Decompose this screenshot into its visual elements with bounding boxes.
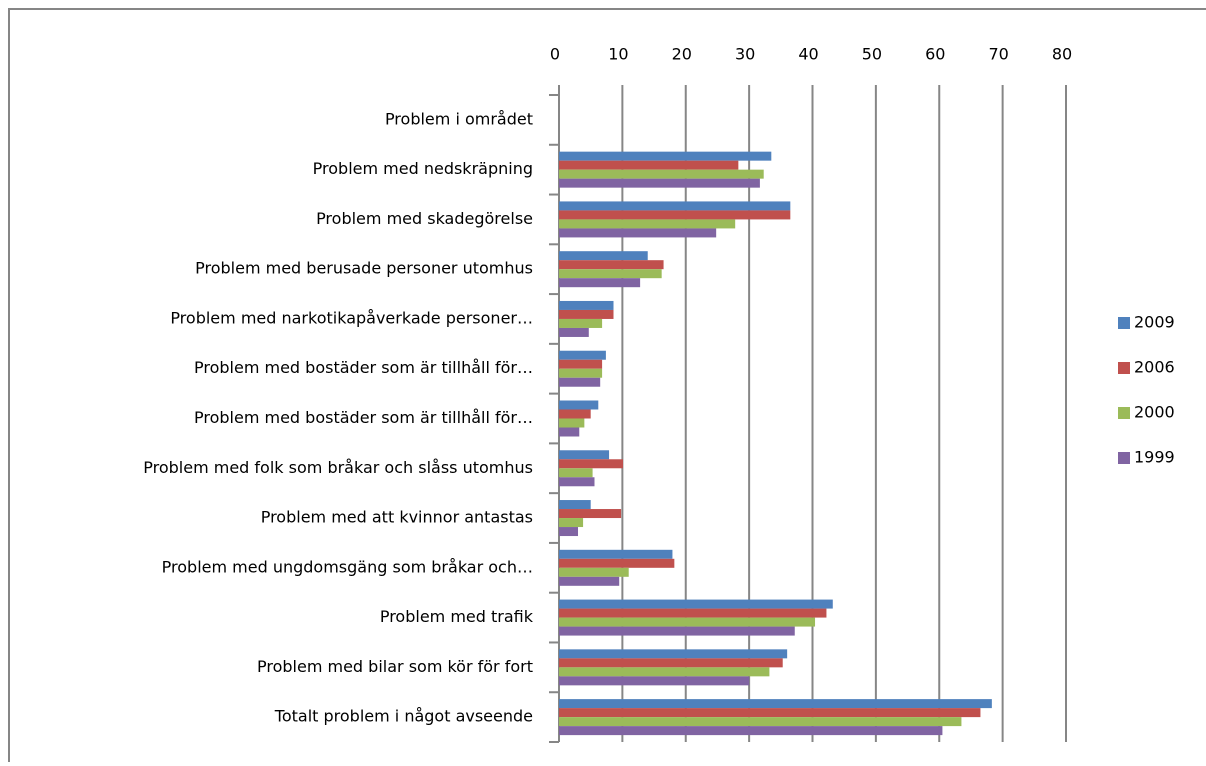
y-tick-label: Problem med bilar som kör för fort: [257, 657, 533, 676]
y-tick-label: Problem med bostäder som är tillhåll för…: [194, 408, 533, 427]
legend-swatch: [1118, 407, 1130, 419]
bar: [559, 459, 624, 469]
bar: [559, 567, 629, 577]
bar: [559, 450, 610, 460]
x-tick-label: 10: [608, 45, 628, 64]
bar: [559, 576, 620, 586]
bar: [559, 269, 662, 279]
bar: [559, 558, 675, 568]
bar: [559, 228, 717, 238]
y-tick-label: Problem med trafik: [380, 607, 534, 626]
bar: [559, 178, 760, 188]
bar: [559, 377, 601, 387]
bar: [559, 509, 622, 519]
legend-label: 2006: [1134, 358, 1175, 377]
bar: [559, 201, 791, 211]
bar: [559, 160, 739, 170]
bar: [559, 368, 603, 378]
y-tick-label: Problem med narkotikapåverkade personer…: [170, 308, 533, 327]
chart-frame: [8, 8, 1206, 766]
bar: [559, 278, 641, 288]
y-tick-label: Totalt problem i något avseende: [274, 707, 533, 726]
bar: [559, 151, 772, 161]
x-tick-label: 40: [798, 45, 818, 64]
x-tick-label: 20: [672, 45, 692, 64]
x-tick-label: 30: [735, 45, 755, 64]
y-tick-label: Problem med skadegörelse: [316, 209, 533, 228]
bar: [559, 350, 606, 360]
y-tick-label: Problem i området: [385, 109, 533, 128]
bar: [559, 549, 673, 559]
y-tick-label: Problem med att kvinnor antastas: [261, 508, 533, 527]
legend-label: 2009: [1134, 313, 1175, 332]
bar: [559, 717, 962, 727]
bar: [559, 676, 750, 686]
bar: [559, 608, 827, 618]
bar: [559, 500, 591, 510]
bar: [559, 409, 591, 419]
bar: [559, 327, 589, 337]
x-tick-label: 60: [925, 45, 945, 64]
bar: [559, 260, 664, 270]
bar: [559, 667, 770, 677]
y-tick-label: Problem med folk som bråkar och slåss ut…: [143, 458, 533, 477]
legend-swatch: [1118, 317, 1130, 329]
bar: [559, 658, 783, 668]
bar: [559, 318, 603, 328]
bar: [559, 309, 614, 319]
x-tick-label: 70: [988, 45, 1008, 64]
bar: [559, 527, 579, 537]
bar: [559, 617, 816, 627]
bar: [559, 468, 593, 478]
x-tick-label: 80: [1052, 45, 1072, 64]
bar: [559, 219, 736, 229]
bar: [559, 169, 764, 179]
bar: [559, 649, 788, 659]
bar: [559, 300, 614, 310]
y-tick-label: Problem med bostäder som är tillhåll för…: [194, 358, 533, 377]
bar: [559, 599, 833, 609]
bar: [559, 699, 992, 709]
legend-swatch: [1118, 362, 1130, 374]
bar: [559, 210, 791, 220]
bar: [559, 359, 603, 369]
legend-label: 1999: [1134, 448, 1175, 467]
bar: [559, 726, 943, 736]
bar: [559, 400, 599, 410]
x-tick-label: 0: [550, 45, 560, 64]
bar: [559, 427, 580, 437]
y-tick-label: Problem med ungdomsgäng som bråkar och…: [162, 557, 533, 576]
legend-label: 2000: [1134, 403, 1175, 422]
y-tick-label: Problem med berusade personer utomhus: [195, 259, 533, 278]
bar: [559, 477, 595, 487]
bar: [559, 518, 584, 528]
bar: [559, 418, 585, 428]
bar: [559, 708, 981, 718]
legend-swatch: [1118, 452, 1130, 464]
bar: [559, 626, 795, 636]
x-tick-label: 50: [862, 45, 882, 64]
bar: [559, 251, 648, 261]
y-tick-label: Problem med nedskräpning: [313, 159, 533, 178]
